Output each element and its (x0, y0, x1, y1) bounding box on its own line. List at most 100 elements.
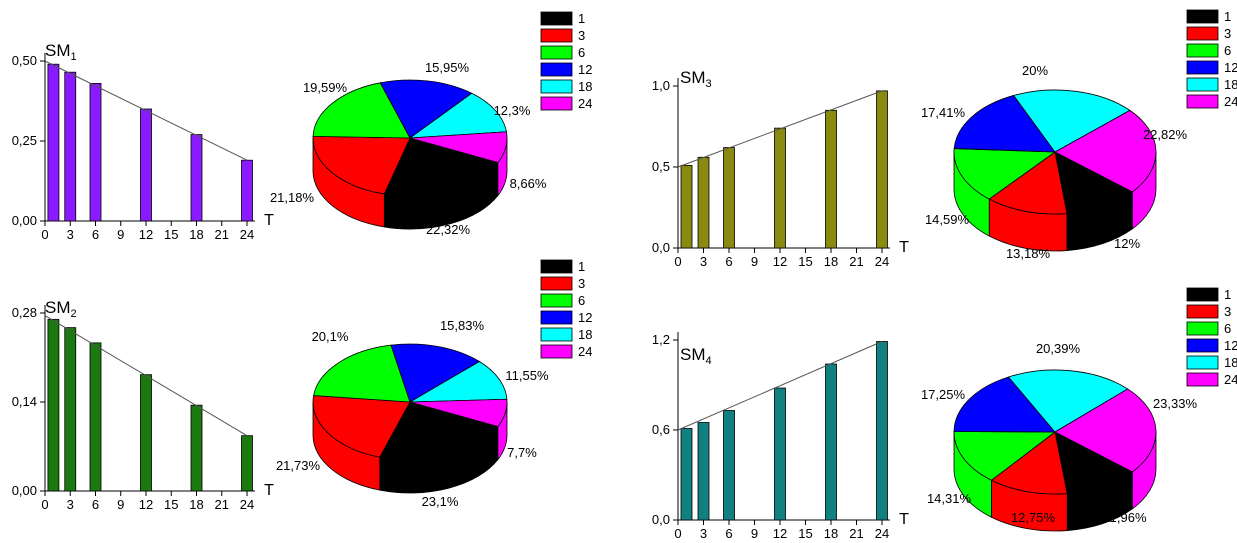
y-tick-label: 0,5 (652, 159, 670, 174)
pie-slice-18 (1007, 369, 1129, 433)
legend-label: 24 (578, 344, 592, 359)
x-tick-label: 24 (875, 526, 889, 541)
legend-swatch (1186, 304, 1219, 319)
pie-slice-12 (953, 94, 1056, 153)
pie-slice-24 (409, 398, 508, 427)
pie-percent-label: 17,41% (921, 105, 966, 120)
legend-swatch (1186, 94, 1219, 109)
bar-T1 (680, 164, 693, 249)
legend-label: 1 (578, 259, 585, 274)
bar-T6 (89, 83, 102, 222)
pie-percent-label: 21,73% (276, 458, 321, 473)
bar-T18 (190, 134, 203, 222)
pie-slice-6 (953, 431, 1057, 481)
pie-slice-18 (408, 92, 507, 139)
legend-label: 18 (1224, 355, 1237, 370)
x-tick-label: 0 (41, 227, 48, 242)
chart-title-subscript: 2 (71, 308, 77, 320)
x-tick-label: 21 (215, 497, 229, 512)
pie-slice-3 (312, 135, 411, 195)
legend-label: 6 (1224, 321, 1231, 336)
bar-T6 (723, 147, 735, 249)
y-tick-label: 0,0 (652, 240, 670, 255)
legend-1: 1 3 6 12 18 24 (540, 11, 592, 111)
x-tick-label: 18 (189, 497, 203, 512)
legend-label: 1 (1224, 9, 1231, 24)
x-axis-label: T (899, 511, 909, 528)
bar-T6 (723, 410, 735, 521)
bar-T3 (697, 422, 710, 521)
pie-percent-label: 13,18% (1006, 246, 1051, 261)
chart-title: SM3 (680, 68, 712, 90)
x-tick-label: 15 (164, 227, 178, 242)
legend-swatch (1186, 26, 1219, 41)
pie-slice-6 (313, 344, 411, 403)
legend-label: 3 (578, 28, 585, 43)
legend-swatch (1186, 287, 1219, 302)
trend-line (44, 60, 248, 161)
pie-slice-1 (383, 137, 499, 197)
legend-label: 3 (1224, 304, 1231, 319)
pie-chart-1: 22,32% 21,18% 19,59% 15,95% 12,3% 8,66% (270, 60, 547, 237)
legend-label: 24 (1224, 372, 1237, 387)
x-tick-label: 3 (67, 497, 74, 512)
bar-T18 (825, 363, 837, 521)
legend-swatch (540, 344, 573, 359)
legend-swatch (1186, 338, 1219, 353)
legend-label: 6 (578, 45, 585, 60)
legend-swatch (540, 11, 573, 26)
chart-title-main: SM (45, 298, 71, 317)
pie-percent-label: 19,59% (303, 80, 348, 95)
x-tick-label: 15 (798, 526, 812, 541)
x-tick-label: 12 (773, 254, 787, 269)
bar-T12 (140, 108, 152, 222)
x-tick-label: 12 (139, 497, 153, 512)
chart-title-subscript: 4 (706, 355, 712, 367)
y-tick-label: 0,00 (12, 483, 37, 498)
trend-line (44, 315, 248, 437)
legend-swatch (1186, 43, 1219, 58)
pie-slice-1 (1054, 431, 1134, 494)
pie-percent-label: 11,55% (505, 368, 549, 383)
x-tick-label: 6 (725, 526, 732, 541)
legend-swatch (540, 45, 573, 60)
pie-percent-label: 14,31% (927, 491, 972, 506)
pie-percent-label: 15,95% (425, 60, 470, 75)
pie-percent-label: 20,1% (312, 329, 349, 344)
x-tick-label: 12 (773, 526, 787, 541)
x-tick-label: 9 (751, 526, 758, 541)
legend-swatch (540, 327, 573, 342)
bar-T24 (876, 90, 888, 249)
pie-percent-label: 15,83% (440, 318, 485, 333)
y-tick-label: 1,0 (652, 78, 670, 93)
x-tick-label: 0 (674, 526, 681, 541)
bar-T1 (47, 63, 60, 222)
y-tick-label: 0,6 (652, 422, 670, 437)
chart-title-main: SM (680, 345, 706, 364)
legend-label: 6 (1224, 43, 1231, 58)
x-axis-label: T (264, 482, 274, 499)
pie-slice-6 (953, 148, 1057, 200)
pie-slice-1 (379, 401, 499, 461)
x-tick-label: 12 (139, 227, 153, 242)
legend-swatch (1186, 60, 1219, 75)
pie-percent-label: 11,96% (1103, 510, 1147, 525)
x-tick-label: 18 (824, 254, 838, 269)
pie-percent-label: 22,32% (426, 222, 471, 237)
legend-3: 1 3 6 12 18 24 (1186, 9, 1237, 109)
pie-percent-label: 21,18% (270, 190, 315, 205)
bar-chart-1: SM1 0 3 6 9 12 15 18 21 24 T 0,00 0,25 0,50 (12, 41, 274, 242)
legend-swatch (1186, 372, 1219, 387)
pie-slice-24 (1054, 388, 1157, 473)
y-tick-label: 0,00 (12, 213, 37, 228)
pie-percent-label: 22,82% (1143, 127, 1188, 142)
x-tick-label: 6 (725, 254, 732, 269)
legend-label: 1 (578, 11, 585, 26)
pie-slice-12 (953, 376, 1056, 433)
bar-T1 (680, 428, 693, 521)
bar-chart-4: SM4 0 3 6 9 12 15 18 21 24 T 0,0 0,6 1,2 (652, 332, 909, 541)
legend-label: 12 (578, 310, 592, 325)
x-tick-label: 3 (700, 526, 707, 541)
legend-label: 12 (1224, 338, 1237, 353)
x-tick-label: 6 (92, 227, 99, 242)
